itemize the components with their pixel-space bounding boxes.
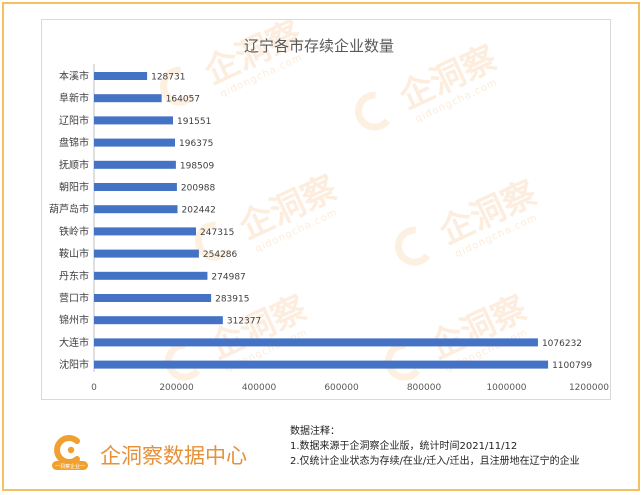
bar: [94, 227, 197, 236]
logo-dot-icon: [67, 446, 75, 454]
bar-row: 铁岭市 247315: [59, 225, 234, 238]
watermark-logo-icon: [355, 91, 391, 131]
chart-title: 辽宁各市存续企业数量: [244, 37, 394, 55]
category-label: 葫芦岛市: [49, 203, 89, 216]
bar: [94, 183, 177, 191]
value-label: 128731: [151, 73, 185, 83]
bar: [94, 160, 176, 169]
data-notes: 数据注释： 1.数据来源于企洞察企业版，统计时间2021/11/12 2.仅统计…: [290, 424, 580, 469]
x-tick-label: 400000: [242, 383, 277, 393]
category-label: 朝阳市: [59, 181, 89, 194]
bar-row: 本溪市 128731: [59, 70, 185, 83]
x-tick-label: 1200000: [569, 383, 609, 393]
category-label: 抚顺市: [59, 158, 89, 171]
category-label: 本溪市: [59, 70, 89, 83]
note-line-2: 2.仅统计企业状态为存续/在业/迁入/迁出，且注册地在辽宁的企业: [290, 456, 580, 467]
bar: [94, 360, 549, 369]
bar: [94, 294, 212, 302]
bar: [94, 72, 148, 80]
watermark-logo-icon: [395, 226, 431, 266]
bar: [94, 205, 178, 214]
value-label: 200988: [181, 184, 216, 194]
bar-row: 阜新市 164057: [59, 92, 200, 105]
x-tick-label: 1000000: [486, 383, 526, 393]
chart-area: 企洞察 qidongcha.com 企洞察 qidongcha.com 企洞察 qidon…: [41, 19, 611, 400]
logo-badge-text: 一洞察企业一: [55, 463, 85, 470]
value-label: 312377: [227, 317, 261, 327]
category-label: 阜新市: [59, 92, 89, 105]
bar: [94, 338, 538, 347]
bar-row: 辽阳市 191551: [59, 114, 211, 127]
value-label: 191551: [177, 117, 211, 127]
bar-row: 营口市 283915: [59, 292, 249, 305]
brand-name: 企洞察数据中心: [100, 444, 247, 468]
bar-row: 沈阳市 1100799: [59, 358, 592, 371]
bar-row: 鞍山市 254286: [59, 247, 238, 260]
value-label: 202442: [182, 206, 216, 216]
value-label: 198509: [180, 161, 215, 171]
bar-row: 抚顺市 198509: [59, 158, 215, 171]
bar: [94, 249, 199, 258]
value-label: 247315: [200, 228, 234, 238]
value-label: 196375: [179, 139, 213, 149]
bar-row: 大连市 1076232: [59, 336, 582, 349]
bar: [94, 138, 176, 147]
bars-group: 本溪市 128731 阜新市 164057 辽阳市 191551 盘锦市 196375 抚顺市 1…: [49, 70, 592, 372]
bar-row: 丹东市 274987: [59, 269, 246, 282]
infographic-frame: 企洞察 qidongcha.com 企洞察 qidongcha.com 企洞察 qidon…: [2, 2, 640, 491]
x-tick-label: 200000: [159, 383, 194, 393]
value-label: 1076232: [542, 339, 582, 349]
category-label: 营口市: [59, 292, 89, 305]
x-tick-label: 800000: [407, 383, 442, 393]
category-label: 大连市: [59, 336, 89, 349]
qidongcha-logo: 一洞察企业一: [52, 435, 88, 470]
category-label: 锦州市: [59, 314, 89, 327]
category-label: 辽阳市: [59, 114, 89, 127]
bar-row: 锦州市 312377: [59, 314, 261, 327]
x-tick-label: 600000: [324, 383, 359, 393]
value-label: 283915: [215, 295, 249, 305]
bar: [94, 316, 223, 325]
x-tick-label: 0: [91, 383, 97, 393]
value-label: 164057: [166, 95, 200, 105]
logo-badge: [52, 461, 88, 470]
value-label: 1100799: [552, 361, 592, 371]
category-label: 盘锦市: [59, 136, 89, 149]
note-line-1: 1.数据来源于企洞察企业版，统计时间2021/11/12: [290, 441, 518, 452]
watermark-logo-icon: [160, 66, 196, 106]
bar: [94, 94, 162, 103]
value-label: 254286: [203, 250, 238, 260]
category-label: 鞍山市: [59, 247, 89, 260]
notes-title: 数据注释：: [290, 426, 340, 437]
bar-row: 葫芦岛市 202442: [49, 203, 216, 216]
x-axis-ticks: 0 200000 400000 600000 800000 1000000 1200000: [91, 383, 609, 393]
bar-row: 盘锦市 196375: [59, 136, 213, 149]
watermark-logo-icon: [195, 221, 231, 261]
category-label: 沈阳市: [59, 358, 89, 371]
category-label: 铁岭市: [59, 225, 89, 238]
bar: [94, 116, 174, 125]
bar: [94, 271, 208, 280]
category-label: 丹东市: [59, 269, 89, 282]
bar-row: 朝阳市 200988: [59, 181, 216, 194]
value-label: 274987: [211, 272, 245, 282]
